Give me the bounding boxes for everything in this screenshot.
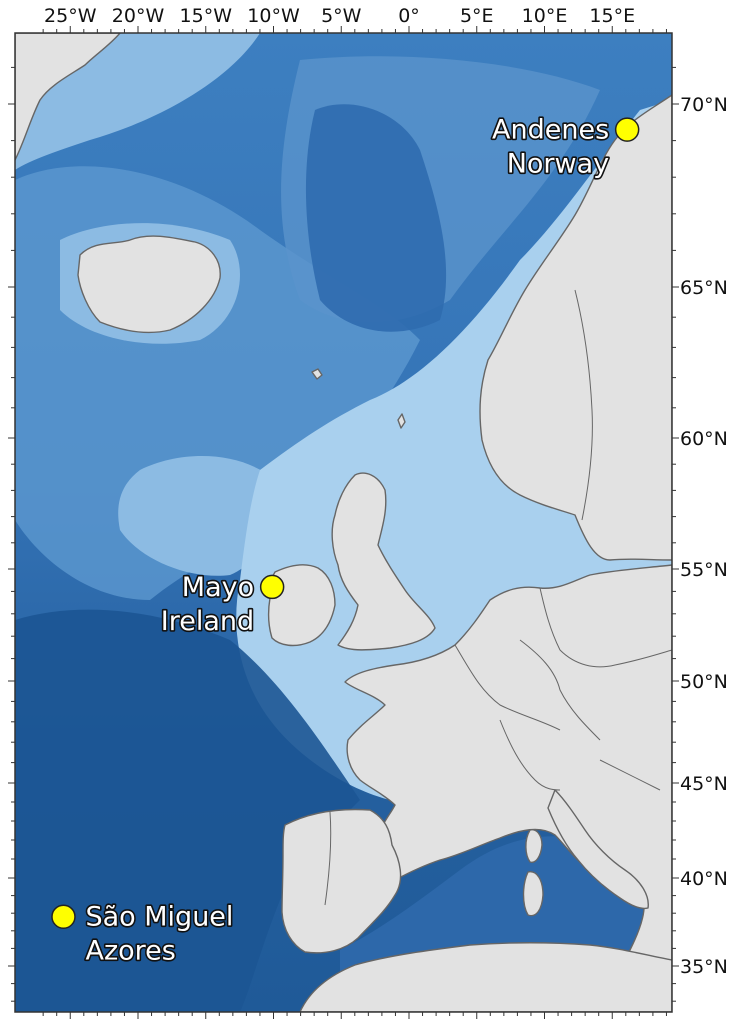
map-frame: [14, 32, 673, 1013]
latitude-label: 45°N: [680, 773, 728, 795]
sardinia: [522, 871, 544, 917]
site-label: Azores: [85, 936, 175, 967]
faroe-islands: [311, 368, 323, 380]
longitude-label: 25°W: [44, 5, 97, 27]
shetland: [397, 413, 406, 429]
longitude-label: 10°W: [247, 5, 300, 27]
site-marker: [51, 904, 76, 929]
latitude-label: 65°N: [680, 277, 728, 299]
italy: [547, 789, 649, 910]
latitude-label: 55°N: [680, 559, 728, 581]
longitude-label: 0°: [398, 5, 420, 27]
iceland: [77, 235, 221, 334]
land: [15, 33, 672, 1012]
norwegian-basin: [305, 104, 447, 332]
longitude-label: 5°E: [460, 5, 494, 27]
longitude-label: 5°W: [321, 5, 362, 27]
site-label: Mayo: [182, 572, 254, 603]
rockall-bank: [118, 456, 276, 576]
site-label: Norway: [507, 149, 609, 180]
latitude-label: 50°N: [680, 671, 728, 693]
greenland: [15, 33, 121, 161]
abyssal-plain: [15, 609, 360, 1012]
longitude-label: 15°E: [589, 5, 635, 27]
longitude-label: 15°W: [180, 5, 233, 27]
site-label: São Miguel: [85, 902, 233, 933]
scandinavia: [479, 94, 672, 561]
great-britain: [331, 472, 436, 651]
longitude-labels: 25°W 20°W 15°W 10°W 5°W 0° 5°E 10°E 15°E: [44, 5, 635, 27]
latitude-label: 70°N: [680, 94, 728, 116]
site-label: Andenes: [492, 115, 609, 146]
latitude-label: 40°N: [680, 868, 728, 890]
country-borders: [324, 289, 672, 906]
site-label: Ireland: [161, 606, 254, 637]
latitude-label: 60°N: [680, 428, 728, 450]
graticule-ticks: [8, 26, 679, 1019]
site-marker: [614, 117, 640, 142]
longitude-label: 10°E: [522, 5, 568, 27]
latitude-label: 35°N: [680, 956, 728, 978]
longitude-label: 20°W: [112, 5, 165, 27]
corsica: [525, 829, 543, 863]
north-africa: [299, 942, 672, 1012]
site-marker: [259, 574, 285, 600]
iberia: [281, 808, 402, 954]
latitude-labels: 70°N 65°N 60°N 55°N 50°N 45°N 40°N 35°N: [680, 94, 728, 978]
